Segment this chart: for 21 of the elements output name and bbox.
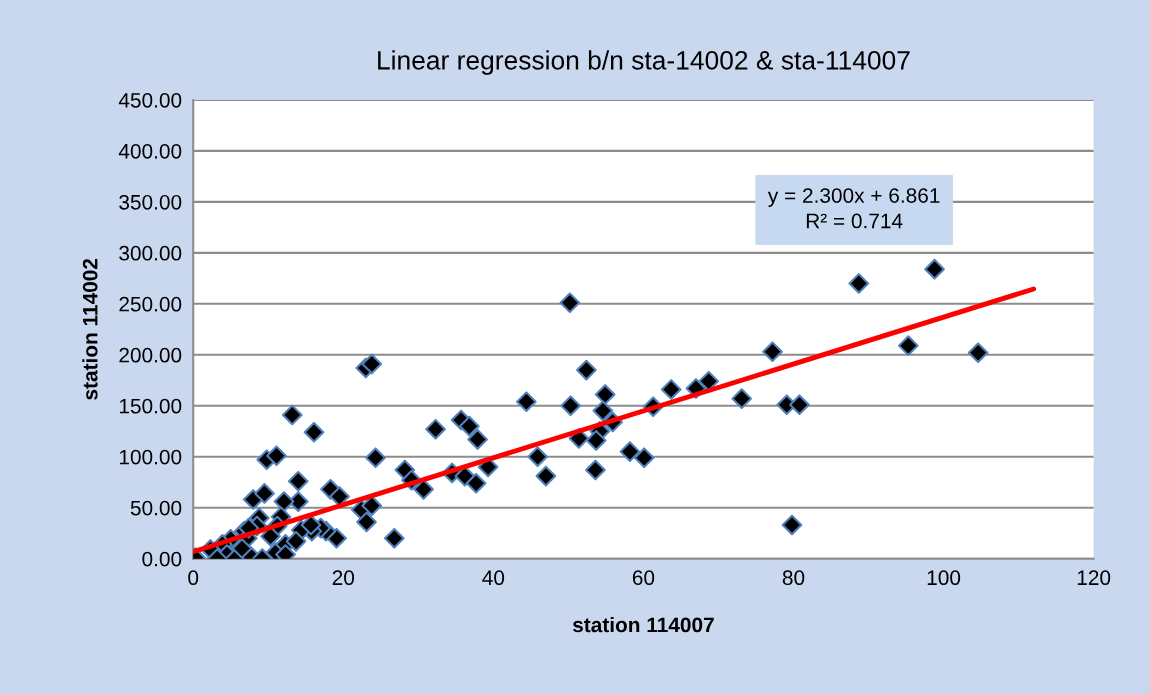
x-tick-label: 40 — [482, 570, 505, 586]
y-tick-label: 50.00 — [130, 500, 182, 516]
y-tick-label: 100.00 — [119, 449, 182, 465]
x-tick-label: 120 — [1077, 570, 1111, 586]
x-tick-label: 0 — [188, 570, 199, 586]
x-tick-label: 20 — [332, 570, 355, 586]
y-axis-title: station 114002 — [82, 258, 98, 400]
y-tick-label: 150.00 — [119, 398, 182, 414]
x-tick-label: 100 — [927, 570, 961, 586]
annotation: y = 2.300x + 6.861 R² = 0.714 — [767, 188, 940, 229]
y-tick-label: 250.00 — [119, 296, 182, 312]
y-tick-label: 0.00 — [142, 551, 182, 567]
y-tick-label: 350.00 — [119, 194, 182, 210]
y-tick-label: 200.00 — [119, 347, 182, 363]
x-tick-label: 60 — [632, 570, 655, 586]
x-axis-title: station 114007 — [572, 616, 714, 633]
y-tick-label: 400.00 — [118, 143, 182, 159]
y-tick-label: 450.00 — [118, 92, 182, 108]
x-tick-label: 80 — [782, 570, 805, 586]
chart-title: Linear regression b/n sta-14002 & sta-114007 — [378, 50, 910, 75]
y-tick-label: 300.00 — [119, 245, 182, 261]
